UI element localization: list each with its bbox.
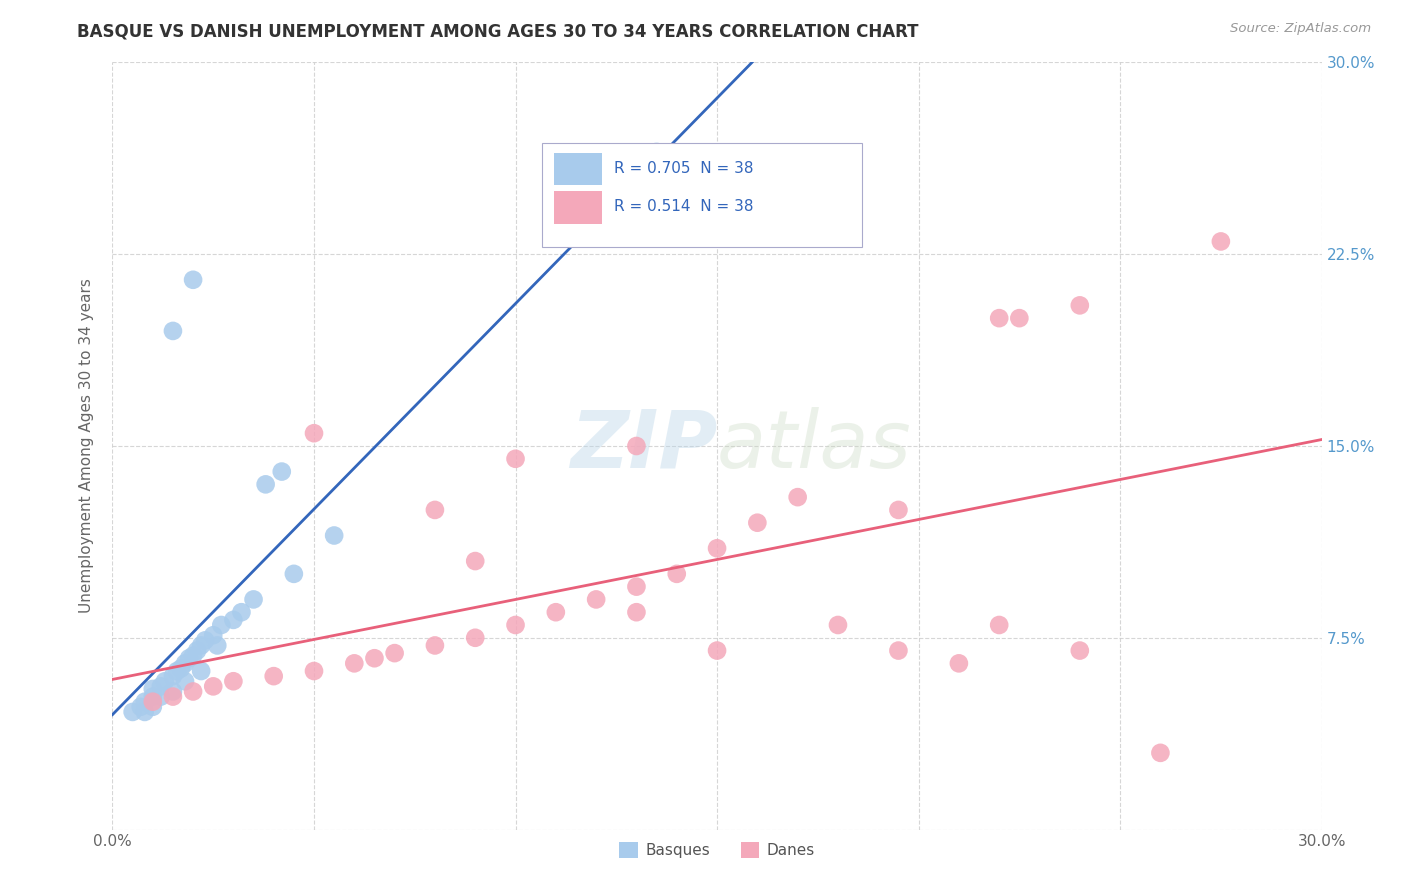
Point: [207, 639, 229, 653]
Point: [190, 664, 212, 678]
Point: [242, 592, 264, 607]
Point: [121, 705, 143, 719]
Point: [149, 690, 172, 704]
Point: [166, 664, 188, 678]
Point: [142, 690, 165, 704]
Text: R = 0.514  N = 38: R = 0.514 N = 38: [614, 199, 754, 214]
FancyBboxPatch shape: [541, 143, 862, 246]
FancyBboxPatch shape: [554, 191, 602, 224]
Point: [170, 661, 193, 675]
Point: [544, 605, 567, 619]
Y-axis label: Unemployment Among Ages 30 to 34 years: Unemployment Among Ages 30 to 34 years: [79, 278, 94, 614]
Point: [505, 618, 527, 632]
Point: [181, 648, 204, 663]
Point: [222, 674, 245, 689]
Point: [177, 651, 200, 665]
Point: [585, 592, 607, 607]
Point: [254, 477, 277, 491]
Point: [134, 695, 156, 709]
Point: [1149, 746, 1171, 760]
Point: [142, 681, 165, 696]
Point: [626, 580, 648, 594]
Point: [181, 273, 204, 287]
Point: [645, 145, 668, 159]
Point: [363, 651, 385, 665]
Point: [423, 503, 446, 517]
Point: [786, 490, 808, 504]
Point: [948, 657, 970, 671]
Text: R = 0.705  N = 38: R = 0.705 N = 38: [614, 161, 754, 176]
Point: [505, 451, 527, 466]
Point: [162, 324, 184, 338]
Point: [343, 657, 366, 671]
Point: [142, 695, 165, 709]
Point: [270, 465, 292, 479]
Point: [988, 618, 1011, 632]
Point: [263, 669, 285, 683]
Point: [202, 679, 225, 693]
Legend: Basques, Danes: Basques, Danes: [613, 836, 821, 864]
Point: [162, 690, 184, 704]
Point: [231, 605, 253, 619]
Text: Source: ZipAtlas.com: Source: ZipAtlas.com: [1230, 22, 1371, 36]
Point: [323, 528, 346, 542]
Point: [162, 669, 184, 683]
Point: [194, 633, 217, 648]
Point: [162, 684, 184, 698]
Point: [1008, 311, 1031, 326]
Text: atlas: atlas: [717, 407, 912, 485]
Point: [302, 664, 325, 678]
Point: [605, 196, 627, 211]
Point: [1209, 235, 1232, 249]
Point: [186, 643, 208, 657]
Point: [174, 657, 197, 671]
FancyBboxPatch shape: [554, 153, 602, 186]
Point: [887, 503, 910, 517]
Text: ZIP: ZIP: [569, 407, 717, 485]
Point: [464, 554, 486, 568]
Point: [134, 705, 156, 719]
Point: [464, 631, 486, 645]
Point: [706, 541, 728, 556]
Point: [665, 566, 688, 581]
Point: [174, 674, 197, 689]
Point: [887, 643, 910, 657]
Point: [181, 684, 204, 698]
Point: [209, 618, 232, 632]
Point: [384, 646, 406, 660]
Point: [747, 516, 769, 530]
Point: [423, 639, 446, 653]
Point: [202, 628, 225, 642]
Point: [149, 679, 172, 693]
Point: [827, 618, 849, 632]
Point: [706, 643, 728, 657]
Point: [585, 221, 607, 235]
Point: [222, 613, 245, 627]
Point: [129, 699, 152, 714]
Point: [142, 699, 165, 714]
Point: [302, 426, 325, 441]
Point: [988, 311, 1011, 326]
Point: [1069, 643, 1091, 657]
Point: [626, 439, 648, 453]
Point: [190, 639, 212, 653]
Point: [626, 605, 648, 619]
Point: [283, 566, 305, 581]
Point: [153, 674, 176, 689]
Point: [626, 170, 648, 185]
Point: [1069, 298, 1091, 312]
Text: BASQUE VS DANISH UNEMPLOYMENT AMONG AGES 30 TO 34 YEARS CORRELATION CHART: BASQUE VS DANISH UNEMPLOYMENT AMONG AGES…: [77, 22, 920, 40]
